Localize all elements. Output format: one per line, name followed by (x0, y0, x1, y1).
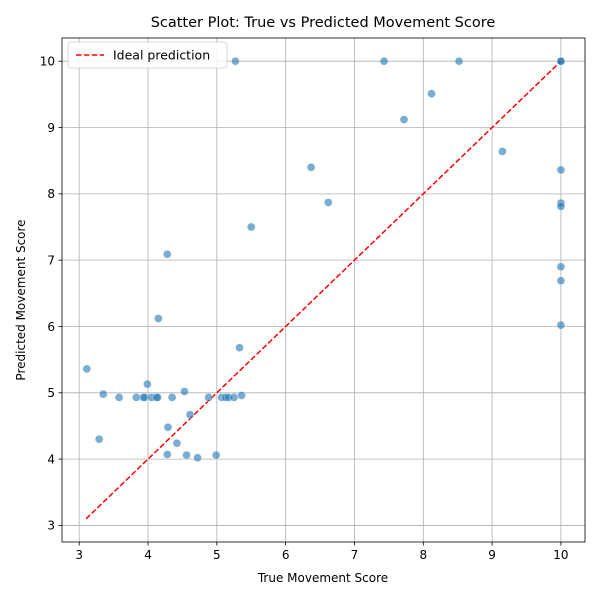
ideal-line-layer (85, 60, 562, 520)
chart-title: Scatter Plot: True vs Predicted Movement… (151, 15, 496, 31)
plot-frame (61, 37, 586, 543)
data-point (211, 450, 221, 460)
data-point (237, 391, 246, 400)
data-point (556, 276, 566, 285)
x-tick-label: 3 (75, 548, 83, 562)
x-axis-label: True Movement Score (257, 571, 388, 585)
data-point (306, 163, 316, 172)
x-tick-label: 7 (351, 548, 359, 562)
data-point (94, 434, 104, 444)
data-point (427, 89, 436, 98)
x-tick-label: 6 (282, 548, 290, 562)
y-tick-label: 9 (47, 121, 55, 135)
y-axis-ticks: 3 4 5 6 7 8 9 10 (40, 55, 62, 533)
legend-label-ideal-prediction: Ideal prediction (113, 48, 210, 63)
data-point (231, 56, 240, 66)
data-points (82, 56, 566, 463)
grid (62, 38, 585, 542)
y-tick-label: 10 (40, 55, 55, 69)
data-point (172, 438, 182, 448)
x-tick-label: 5 (213, 548, 221, 562)
data-point (399, 115, 409, 124)
data-point (556, 320, 566, 330)
x-tick-label: 10 (553, 548, 568, 562)
ideal-prediction-line (85, 60, 562, 520)
data-point (556, 165, 566, 175)
data-point (235, 343, 244, 352)
y-tick-label: 3 (47, 519, 55, 533)
data-point (163, 423, 173, 432)
data-point (556, 202, 566, 211)
data-point (180, 387, 189, 396)
data-point (163, 249, 172, 259)
data-point (154, 314, 163, 323)
legend: Ideal prediction (67, 41, 228, 69)
data-point (193, 453, 202, 463)
data-point (182, 450, 191, 460)
legend-box (67, 41, 228, 69)
y-tick-label: 8 (47, 187, 55, 201)
y-tick-label: 5 (47, 386, 55, 400)
x-tick-label: 9 (488, 548, 496, 562)
data-point (379, 56, 389, 66)
data-point (556, 262, 566, 272)
y-tick-label: 6 (47, 320, 55, 334)
y-tick-label: 4 (47, 452, 55, 466)
x-tick-label: 8 (419, 548, 427, 562)
data-point (167, 393, 177, 402)
data-point (229, 393, 239, 402)
data-point (324, 198, 333, 207)
data-point (143, 379, 152, 389)
x-tick-label: 4 (144, 548, 152, 562)
data-point (556, 56, 566, 66)
data-point (498, 147, 507, 156)
data-point (99, 389, 108, 399)
data-point (153, 393, 162, 402)
y-tick-label: 7 (47, 253, 55, 267)
x-axis-ticks: 3 4 5 6 7 8 9 10 (75, 542, 569, 562)
data-point (185, 410, 195, 419)
data-point (114, 393, 124, 402)
y-axis-label: Predicted Movement Score (14, 219, 28, 380)
data-point (246, 222, 256, 232)
data-point (82, 364, 92, 374)
data-point (454, 56, 464, 66)
data-point (163, 450, 172, 459)
data-point (204, 393, 213, 402)
